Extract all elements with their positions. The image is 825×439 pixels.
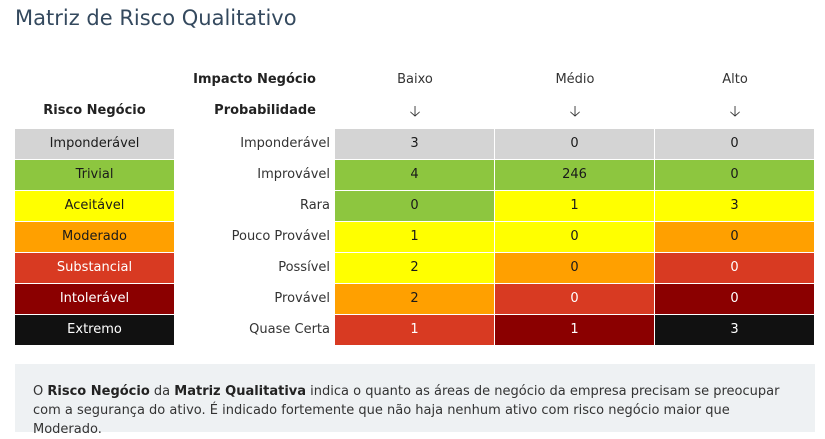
column-header-high: Alto	[722, 72, 748, 87]
risk-legend: Imponderável Trivial Aceitável Moderado Subs…	[15, 129, 174, 346]
risk-header: Risco Negócio	[43, 103, 146, 118]
page-title: Matriz de Risco Qualitativo	[15, 6, 297, 30]
row-label: Pouco Provável	[231, 229, 330, 244]
legend-item: Imponderável	[15, 129, 174, 159]
matrix-cell[interactable]: 0	[655, 284, 814, 314]
legend-item: Intolerável	[15, 284, 174, 314]
risk-matrix-grid: 3 0 0 4 246 0 0 1 3 1 0 0 2 0 0 2 0 0 1 1 3	[335, 129, 814, 346]
matrix-cell[interactable]: 2	[335, 253, 494, 283]
note-bold-matrix: Matriz Qualitativa	[174, 384, 307, 399]
matrix-cell[interactable]: 4	[335, 160, 494, 190]
row-label: Rara	[299, 198, 330, 213]
matrix-cell[interactable]: 0	[495, 284, 654, 314]
matrix-cell[interactable]: 1	[495, 191, 654, 221]
legend-item: Trivial	[15, 160, 174, 190]
matrix-cell[interactable]: 0	[655, 222, 814, 252]
note-bold-risk: Risco Negócio	[47, 384, 150, 399]
row-label: Quase Certa	[249, 322, 330, 337]
info-note: O Risco Negócio da Matriz Qualitativa in…	[15, 364, 815, 437]
note-text: da	[149, 384, 175, 399]
note-text: O	[33, 384, 48, 399]
matrix-cell[interactable]: 0	[655, 253, 814, 283]
arrow-down-icon: 🡣	[729, 102, 741, 120]
matrix-cell[interactable]: 2	[335, 284, 494, 314]
probability-header: Probabilidade	[214, 103, 316, 118]
legend-item: Aceitável	[15, 191, 174, 221]
row-label: Provável	[274, 291, 330, 306]
matrix-cell[interactable]: 0	[335, 191, 494, 221]
arrow-down-icon: 🡣	[409, 102, 421, 120]
row-label: Improvável	[257, 167, 330, 182]
matrix-row: 4 246 0	[335, 160, 814, 190]
impact-header: Impacto Negócio	[193, 72, 316, 87]
matrix-cell[interactable]: 3	[655, 191, 814, 221]
matrix-cell[interactable]: 0	[495, 222, 654, 252]
legend-item: Moderado	[15, 222, 174, 252]
matrix-cell[interactable]: 1	[335, 315, 494, 345]
column-header-medium: Médio	[555, 72, 595, 87]
row-label: Possível	[278, 260, 330, 275]
matrix-cell[interactable]: 1	[495, 315, 654, 345]
column-header-low: Baixo	[397, 72, 433, 87]
matrix-cell[interactable]: 1	[335, 222, 494, 252]
matrix-cell[interactable]: 0	[495, 253, 654, 283]
probability-labels: Imponderável Improvável Rara Pouco Provável…	[174, 129, 334, 346]
matrix-cell[interactable]: 0	[655, 129, 814, 159]
legend-item: Substancial	[15, 253, 174, 283]
matrix-cell[interactable]: 3	[335, 129, 494, 159]
matrix-cell[interactable]: 3	[655, 315, 814, 345]
matrix-cell[interactable]: 0	[495, 129, 654, 159]
matrix-cell[interactable]: 246	[495, 160, 654, 190]
row-label: Imponderável	[240, 136, 330, 151]
matrix-cell[interactable]: 0	[655, 160, 814, 190]
legend-item: Extremo	[15, 315, 174, 345]
arrow-down-icon: 🡣	[569, 102, 581, 120]
